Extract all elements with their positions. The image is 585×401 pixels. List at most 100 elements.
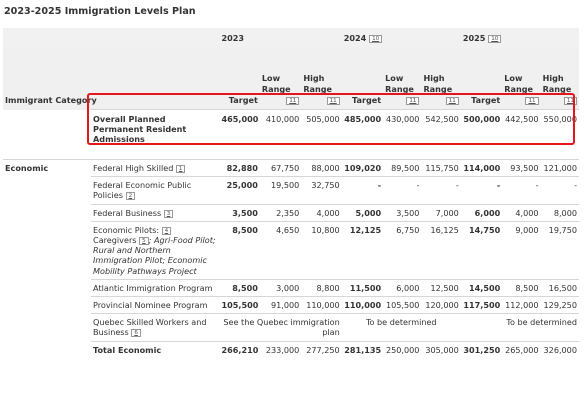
footnote-ref[interactable]: 11	[563, 96, 577, 105]
footnote-ref[interactable]: 10	[369, 35, 383, 44]
cell-value: 301,250	[460, 340, 503, 358]
cell-value: 129,250	[540, 296, 579, 314]
footnote-ref[interactable]: 6	[131, 329, 141, 338]
low-range-header: Low Range 11	[502, 48, 541, 110]
cell-value: -	[540, 176, 579, 205]
footnote-ref[interactable]: 11	[525, 96, 539, 105]
year-header-2023: 2023	[219, 28, 342, 48]
cell-value: 8,500	[219, 278, 260, 297]
footnote-ref[interactable]: 4	[161, 226, 172, 235]
high-range-header: High Range 11	[540, 48, 579, 110]
cell-value: 3,500	[219, 203, 260, 222]
footnote-ref[interactable]: 11	[286, 96, 300, 105]
low-range-header: Low Range 11	[259, 48, 302, 110]
row-label: Federal Business 3	[91, 203, 220, 222]
cell-value: 14,750	[460, 220, 503, 280]
cell-value: 281,135	[341, 340, 384, 358]
cell-value: 8,800	[301, 278, 342, 297]
cell-value: 305,000	[421, 340, 461, 358]
footnote-ref[interactable]: 11	[445, 96, 459, 105]
cell-value: 12,500	[421, 278, 461, 297]
cell-value: 115,750	[421, 158, 461, 177]
cell-value: 6,000	[460, 203, 503, 222]
footnote-ref[interactable]: 5	[139, 237, 149, 246]
footnote-ref[interactable]: 10	[488, 35, 502, 44]
row-label: Federal High Skilled 1	[91, 158, 220, 177]
row-label: Overall Planned Permanent Resident Admis…	[91, 109, 220, 160]
cell-value: 442,500	[502, 109, 541, 160]
cell-value: 91,000	[259, 296, 302, 314]
cell-value: 8,000	[540, 203, 579, 222]
table-row: Provincial Nominee Program 105,500 91,00…	[3, 296, 579, 314]
cell-value: 6,750	[383, 220, 422, 280]
cell-value: 11,500	[341, 278, 384, 297]
cell-value: 485,000	[341, 109, 384, 160]
high-range-header: High Range 11	[301, 48, 342, 110]
cell-value: 265,000	[502, 340, 541, 358]
table-row: Economic Federal High Skilled 1 82,880 6…	[3, 158, 579, 177]
table-row: Quebec Skilled Workers and Business 6 Se…	[3, 313, 579, 342]
category-label: Economic	[3, 158, 92, 177]
note-2025: To be determined	[460, 313, 579, 342]
row-label: Total Economic	[91, 340, 220, 358]
cell-value: 25,000	[219, 176, 260, 205]
row-label: Atlantic Immigration Program	[91, 278, 220, 297]
note-2023: See the Quebec immigration plan	[219, 313, 342, 342]
cell-value: 105,500	[219, 296, 260, 314]
year-header-2025: 2025 10	[460, 28, 579, 48]
cell-value: 89,500	[383, 158, 422, 177]
cell-value: 542,500	[421, 109, 461, 160]
footnote-ref[interactable]: 11	[326, 96, 340, 105]
cell-value: 9,000	[502, 220, 541, 280]
cell-value: 233,000	[259, 340, 302, 358]
cell-value: 19,500	[259, 176, 302, 205]
cell-value: 110,000	[341, 296, 384, 314]
cell-value: 6,000	[383, 278, 422, 297]
footnote-ref[interactable]: 2	[125, 192, 136, 201]
footnote-ref[interactable]: 11	[406, 96, 420, 105]
target-header: Target	[219, 48, 260, 110]
cell-value: 7,000	[421, 203, 461, 222]
cell-value: 4,000	[301, 203, 342, 222]
row-label: Economic Pilots: 4 Caregivers 5; Agri-Foo…	[91, 220, 220, 280]
cell-value: 8,500	[502, 278, 541, 297]
cell-value: 16,125	[421, 220, 461, 280]
cell-value: 3,000	[259, 278, 302, 297]
row-label: Federal Economic Public Policies 2	[91, 176, 220, 205]
high-range-header: High Range 11	[421, 48, 461, 110]
cell-value: 12,125	[341, 220, 384, 280]
table-row-total: Total Economic 266,210 233,000 277,250 2…	[3, 340, 579, 358]
low-range-header: Low Range 11	[383, 48, 422, 110]
table-row: Economic Pilots: 4 Caregivers 5; Agri-Foo…	[3, 220, 579, 280]
cell-value: 465,000	[219, 109, 260, 160]
cell-value: 4,650	[259, 220, 302, 280]
table-row: Atlantic Immigration Program 8,500 3,000…	[3, 278, 579, 297]
footnote-ref[interactable]: 3	[163, 209, 174, 218]
row-label: Provincial Nominee Program	[91, 296, 220, 314]
cell-value: 10,800	[301, 220, 342, 280]
cell-value: 250,000	[383, 340, 422, 358]
cell-value: -	[421, 176, 461, 205]
cell-value: 121,000	[540, 158, 579, 177]
cell-value: 500,000	[460, 109, 503, 160]
cell-value: 120,000	[421, 296, 461, 314]
row-label: Quebec Skilled Workers and Business 6	[91, 313, 220, 342]
footnote-ref[interactable]: 1	[175, 165, 186, 173]
table-row: Federal Economic Public Policies 2 25,00…	[3, 176, 579, 205]
cell-value: -	[383, 176, 422, 205]
year-header-2024: 2024 10	[341, 28, 461, 48]
cell-value: -	[341, 176, 384, 205]
cell-value: 14,500	[460, 278, 503, 297]
cell-value: 430,000	[383, 109, 422, 160]
cell-value: 550,000	[540, 109, 579, 160]
target-header: Target	[460, 48, 503, 110]
cell-value: 5,000	[341, 203, 384, 222]
cell-value: 93,500	[502, 158, 541, 177]
target-header: Target	[341, 48, 384, 110]
cell-value: 82,880	[219, 158, 260, 177]
cell-value: 117,500	[460, 296, 503, 314]
cell-value: 4,000	[502, 203, 541, 222]
cell-value: 326,000	[540, 340, 579, 358]
cell-value: 32,750	[301, 176, 342, 205]
table-row: Federal Business 3 3,500 2,350 4,000 5,0…	[3, 203, 579, 222]
